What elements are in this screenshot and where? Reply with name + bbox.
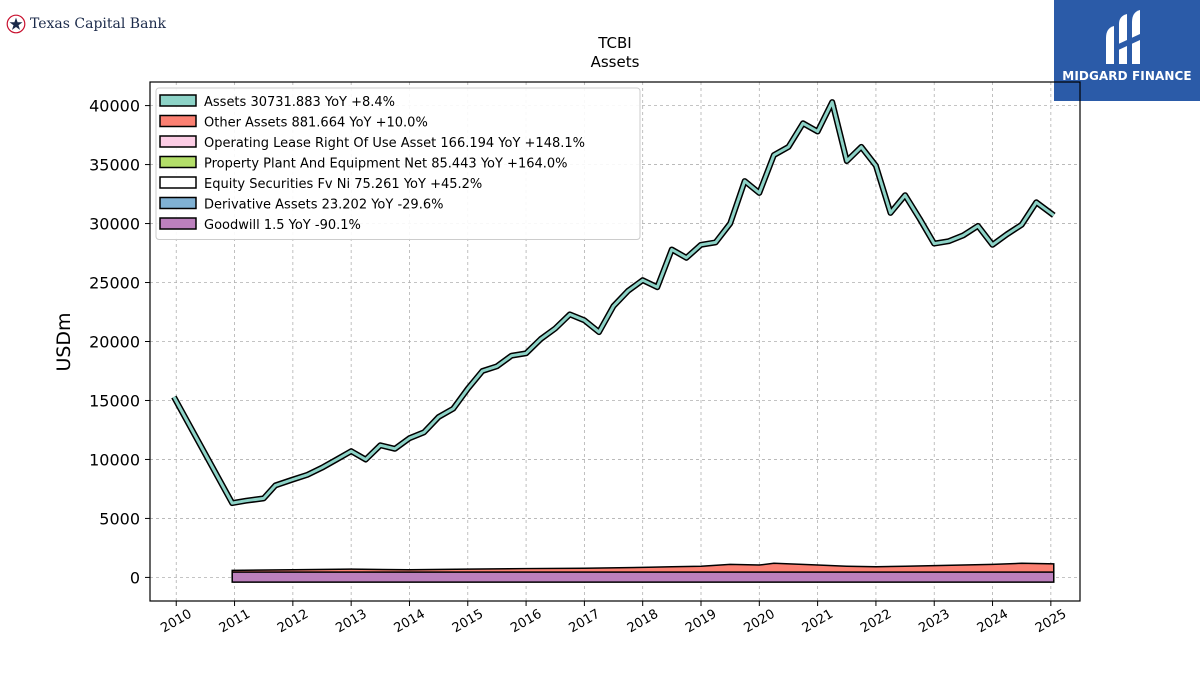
legend-swatch [159,217,197,230]
midgard-m-logo-icon [1106,10,1140,64]
y-tick-label: 5000 [99,509,140,528]
legend-swatch [159,176,197,189]
legend-swatch [159,114,197,128]
y-tick-label: 25000 [89,274,140,293]
x-tick-label: 2021 [800,607,836,637]
x-tick-label: 2014 [392,607,428,637]
x-tick-label: 2019 [683,607,719,637]
assets-line [172,100,1055,505]
legend-swatch [159,196,197,210]
legend-swatch [159,94,197,107]
y-tick-label: 35000 [89,156,140,175]
y-tick-label: 30000 [89,215,140,234]
x-tick-label: 2015 [450,607,486,637]
x-tick-label: 2017 [567,607,603,637]
x-tick-label: 2023 [916,607,952,637]
midgard-finance-logo: MIDGARD FINANCE [1054,0,1200,101]
x-tick-label: 2012 [275,607,311,637]
x-tick-label: 2016 [508,607,544,637]
texas-capital-bank-name: Texas Capital Bank [30,16,166,32]
legend-entry: Property Plant And Equipment Net 85.443 … [204,157,568,172]
y-tick-label: 0 [130,568,140,587]
y-axis-label: USDm [53,312,75,371]
x-tick-label: 2020 [741,607,777,637]
x-tick-label: 2018 [625,607,661,637]
legend-entry: Operating Lease Right Of Use Asset 166.1… [204,136,585,151]
x-tick-label: 2011 [217,607,253,637]
area-series [231,562,1055,583]
texas-capital-bank-logo: Texas Capital Bank [6,12,166,36]
legend-swatch [159,135,197,148]
x-tick-label: 2022 [858,607,894,637]
legend-entry: Other Assets 881.664 YoY +10.0% [204,116,428,131]
legend: Assets 30731.883 YoY +8.4% Other Assets 8… [155,87,641,240]
x-tick-label: 2010 [158,607,194,637]
y-tick-label: 40000 [89,97,140,116]
legend-entry: Assets 30731.883 YoY +8.4% [204,95,395,110]
x-tick-label: 2013 [333,607,369,637]
legend-swatch [159,155,197,169]
y-tick-label: 15000 [89,391,140,410]
x-tick-label: 2025 [1033,607,1069,637]
chart-subtitle: Assets [591,53,640,71]
x-tick-label: 2024 [975,607,1011,637]
y-tick-label: 20000 [89,333,140,352]
line-series [171,99,1056,507]
area-goodwill-band [231,571,1055,583]
y-axis: 0 5000 10000 15000 20000 25000 30000 35000 40000 [89,97,150,587]
legend-box [155,87,641,240]
x-axis: 2010 2011 2012 2013 2014 2015 2016 2017 2018 2019… [158,601,1069,636]
midgard-finance-name: MIDGARD FINANCE [1062,69,1192,83]
y-tick-label: 10000 [89,450,140,469]
legend-entry: Goodwill 1.5 YoY -90.1% [204,218,361,233]
legend-entry: Derivative Assets 23.202 YoY -29.6% [204,198,443,213]
star-seal-icon [6,14,26,34]
chart-title: TCBI [597,34,631,52]
legend-entry: Equity Securities Fv Ni 75.261 YoY +45.2… [204,177,482,192]
